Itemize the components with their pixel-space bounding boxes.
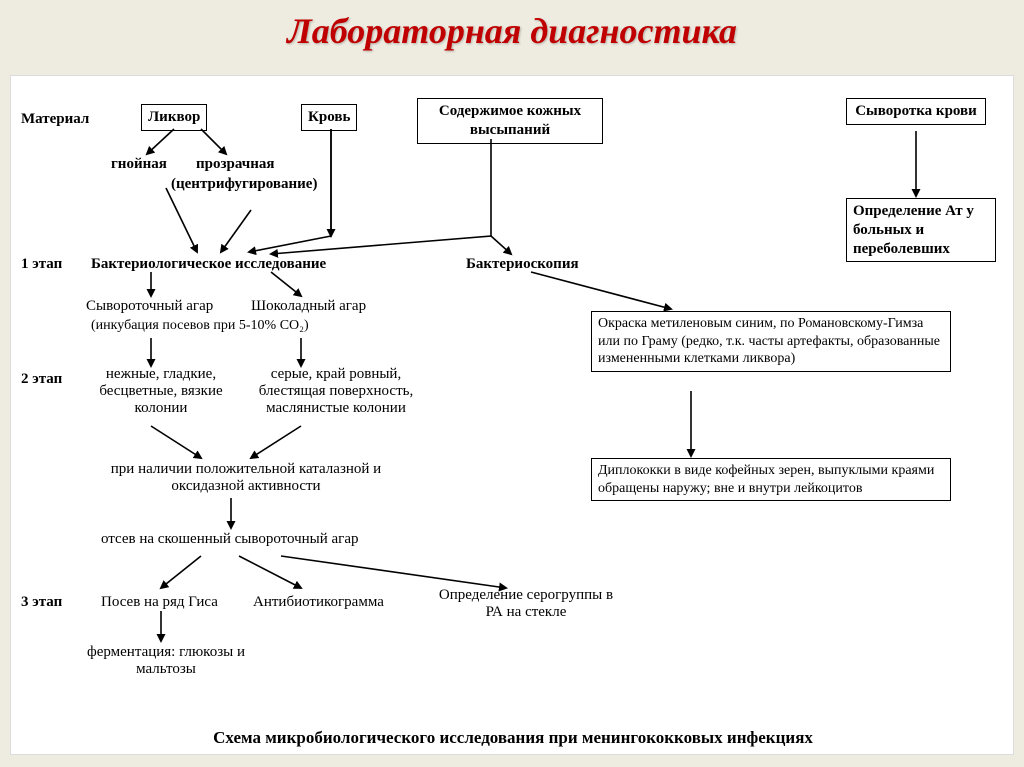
label-antibiogram: Антибиотикограмма: [253, 594, 384, 611]
label-transparent: прозрачная: [196, 156, 274, 173]
label-colonies1: нежные, гладкие, бесцветные, вязкие коло…: [86, 366, 236, 417]
diagram-canvas: Материал 1 этап 2 этап 3 этап Ликвор Кро…: [10, 75, 1014, 755]
label-serogroup: Определение серогруппы в РА на стекле: [431, 587, 621, 621]
label-catalase: при наличии положительной каталазной и о…: [101, 461, 391, 495]
box-skin: Содержимое кожных высыпаний: [417, 98, 603, 144]
label-subculture: отсев на скошенный сывороточный агар: [101, 531, 359, 548]
label-material: Материал: [21, 111, 89, 128]
diagram-caption: Схема микробиологического исследования п…: [11, 728, 1015, 748]
label-stage1: 1 этап: [21, 256, 62, 273]
label-centrifuge: (центрифугирование): [171, 176, 317, 193]
label-incubation: (инкубация посевов при 5-10% СО₂): [91, 318, 309, 334]
box-antibodies: Определение Ат у больных и переболевших: [846, 198, 996, 262]
page-title: Лабораторная диагностика: [0, 10, 1024, 52]
box-serum: Сыворотка крови: [846, 98, 986, 125]
box-diplococci: Диплококки в виде кофейных зерен, выпукл…: [591, 458, 951, 501]
label-bacteriological: Бактериологическое исследование: [91, 256, 326, 273]
box-likvor: Ликвор: [141, 104, 207, 131]
label-choc-agar: Шоколадный агар: [251, 298, 366, 315]
label-colonies2: серые, край ровный, блестящая поверхност…: [241, 366, 431, 417]
label-stage3: 3 этап: [21, 594, 62, 611]
label-bacterioscopy: Бактериоскопия: [466, 256, 579, 273]
box-blood: Кровь: [301, 104, 357, 131]
label-purulent: гнойная: [111, 156, 167, 173]
label-hiss: Посев на ряд Гиса: [101, 594, 218, 611]
box-staining: Окраска метиленовым синим, по Романовско…: [591, 311, 951, 372]
label-fermentation: ферментация: глюкозы и мальтозы: [81, 644, 251, 678]
label-stage2: 2 этап: [21, 371, 62, 388]
label-serum-agar: Сывороточный агар: [86, 298, 213, 315]
